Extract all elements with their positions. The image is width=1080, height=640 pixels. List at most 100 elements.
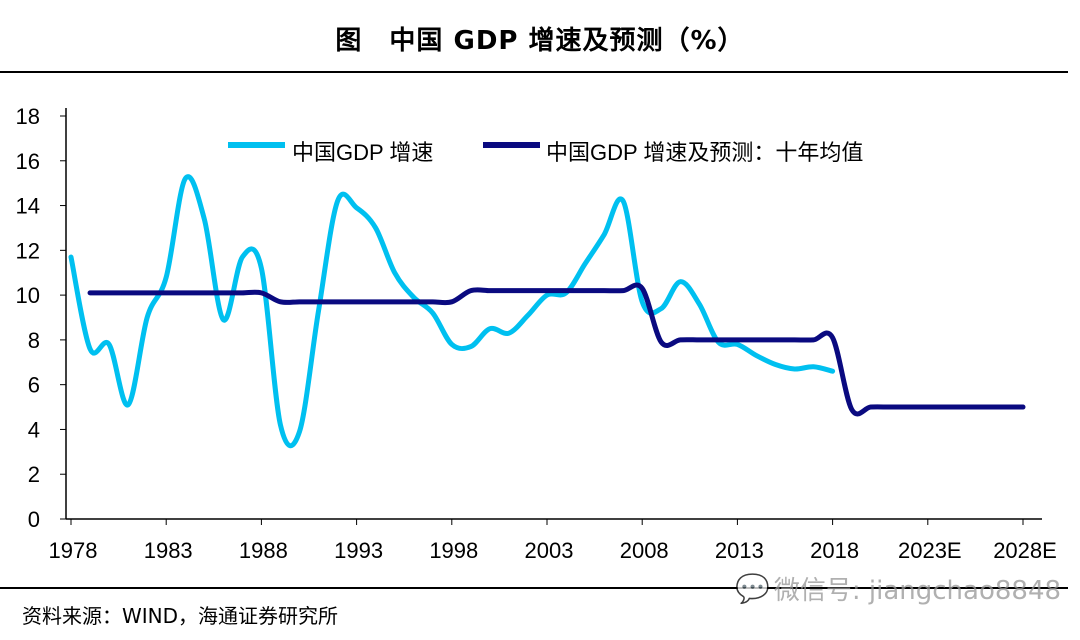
point-ten-year-average (164, 291, 168, 295)
point-gdp-growth (621, 199, 625, 203)
point-ten-year-average (831, 336, 835, 340)
point-gdp-growth (735, 342, 739, 346)
legend: 中国GDP 增速 中国GDP 增速及预测：十年均值 (228, 140, 863, 165)
point-ten-year-average (221, 291, 225, 295)
point-gdp-growth (431, 311, 435, 315)
series-line-ten-year-average (87, 282, 1026, 417)
x-tick-label: 1998 (429, 538, 478, 563)
point-ten-year-average (431, 300, 435, 304)
point-ten-year-average (926, 405, 930, 409)
x-tick-label: 1978 (49, 538, 98, 563)
point-gdp-growth (317, 309, 321, 313)
point-ten-year-average (888, 405, 892, 409)
point-gdp-growth (469, 345, 473, 349)
point-ten-year-average (202, 291, 206, 295)
x-tick-label: 1988 (239, 538, 288, 563)
series-lines (68, 174, 1026, 449)
x-tick-label: 2018 (810, 538, 859, 563)
point-ten-year-average (145, 291, 149, 295)
point-ten-year-average (278, 300, 282, 304)
point-gdp-growth (259, 266, 263, 270)
point-gdp-growth (583, 262, 587, 266)
point-ten-year-average (907, 405, 911, 409)
point-ten-year-average (964, 405, 968, 409)
point-ten-year-average (583, 289, 587, 293)
point-gdp-growth (545, 293, 549, 297)
point-gdp-growth (336, 199, 340, 203)
y-tick-label: 2 (28, 462, 40, 487)
legend-label-ten-year-average: 中国GDP 增速及预测：十年均值 (546, 140, 863, 165)
point-ten-year-average (678, 338, 682, 342)
y-tick-label: 16 (16, 149, 40, 174)
point-gdp-growth (107, 342, 111, 346)
point-gdp-growth (831, 369, 835, 373)
point-ten-year-average (88, 291, 92, 295)
point-gdp-growth (526, 313, 530, 317)
point-gdp-growth (278, 423, 282, 427)
y-tick-label: 12 (16, 238, 40, 263)
series-line-gdp-growth (68, 174, 836, 449)
point-gdp-growth (202, 217, 206, 221)
point-ten-year-average (1002, 405, 1006, 409)
x-tick-label: 2028E (993, 538, 1057, 563)
point-ten-year-average (1021, 405, 1025, 409)
point-ten-year-average (869, 405, 873, 409)
point-ten-year-average (126, 291, 130, 295)
watermark: 💬 微信号: jiangchao8848 (735, 570, 1061, 607)
point-ten-year-average (850, 407, 854, 411)
point-ten-year-average (754, 338, 758, 342)
point-ten-year-average (564, 289, 568, 293)
point-ten-year-average (697, 338, 701, 342)
y-tick-label: 10 (16, 283, 40, 308)
point-ten-year-average (793, 338, 797, 342)
point-gdp-growth (754, 354, 758, 358)
point-ten-year-average (317, 300, 321, 304)
gdp-line-chart: 0 2 4 6 8 10 12 14 16 18 1978 1983 1988 1993 1998 2003 2… (16, 104, 1057, 563)
x-tick-label: 2008 (620, 538, 669, 563)
point-gdp-growth (697, 302, 701, 306)
point-ten-year-average (507, 289, 511, 293)
point-ten-year-average (259, 291, 263, 295)
source-note: 资料来源：WIND，海通证券研究所 (22, 604, 339, 628)
title-divider (0, 71, 1068, 73)
point-gdp-growth (793, 367, 797, 371)
y-tick-label: 0 (28, 507, 40, 532)
point-ten-year-average (488, 289, 492, 293)
watermark-text: 微信号: jiangchao8848 (773, 576, 1062, 606)
point-gdp-growth (640, 300, 644, 304)
point-ten-year-average (240, 291, 244, 295)
point-ten-year-average (374, 300, 378, 304)
point-ten-year-average (773, 338, 777, 342)
point-ten-year-average (812, 338, 816, 342)
point-ten-year-average (355, 300, 359, 304)
point-ten-year-average (602, 289, 606, 293)
point-gdp-growth (164, 275, 168, 279)
point-gdp-growth (412, 295, 416, 299)
x-tick-label: 2023E (898, 538, 962, 563)
point-gdp-growth (812, 365, 816, 369)
point-ten-year-average (107, 291, 111, 295)
point-gdp-growth (450, 342, 454, 346)
point-gdp-growth (183, 177, 187, 181)
wechat-icon: 💬 (735, 572, 770, 605)
point-ten-year-average (450, 300, 454, 304)
point-gdp-growth (374, 226, 378, 230)
point-gdp-growth (297, 430, 301, 434)
point-gdp-growth (69, 255, 73, 259)
point-gdp-growth (221, 318, 225, 322)
point-gdp-growth (393, 271, 397, 275)
y-tick-label: 4 (28, 417, 40, 442)
legend-label-gdp-growth: 中国GDP 增速 (292, 140, 433, 165)
point-ten-year-average (545, 289, 549, 293)
point-gdp-growth (240, 255, 244, 259)
point-ten-year-average (735, 338, 739, 342)
point-ten-year-average (716, 338, 720, 342)
point-gdp-growth (678, 280, 682, 284)
point-ten-year-average (659, 340, 663, 344)
x-tick-label: 2013 (715, 538, 764, 563)
x-tick-label: 1993 (334, 538, 383, 563)
point-gdp-growth (602, 233, 606, 237)
point-gdp-growth (126, 403, 130, 407)
point-ten-year-average (526, 289, 530, 293)
point-ten-year-average (412, 300, 416, 304)
